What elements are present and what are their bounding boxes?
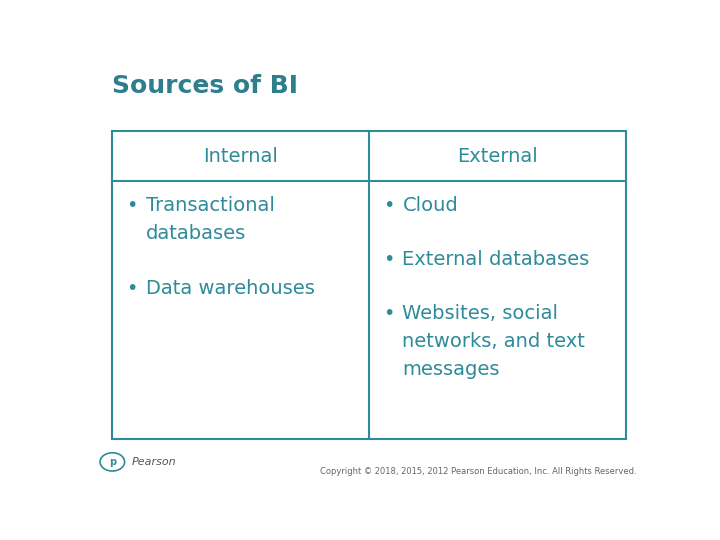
Text: External: External [457, 147, 538, 166]
Text: External databases: External databases [402, 250, 590, 269]
Text: •: • [126, 196, 138, 215]
Text: Cloud: Cloud [402, 196, 458, 215]
Text: Internal: Internal [203, 147, 278, 166]
Text: p: p [109, 457, 116, 467]
Text: •: • [383, 250, 395, 269]
Text: Data warehouses: Data warehouses [145, 279, 315, 298]
Text: •: • [383, 196, 395, 215]
Text: •: • [126, 279, 138, 298]
Text: Pearson: Pearson [132, 457, 176, 467]
Text: Websites, social
networks, and text
messages: Websites, social networks, and text mess… [402, 304, 585, 379]
Text: •: • [383, 304, 395, 323]
Text: Transactional
databases: Transactional databases [145, 196, 274, 243]
Text: Copyright © 2018, 2015, 2012 Pearson Education, Inc. All Rights Reserved.: Copyright © 2018, 2015, 2012 Pearson Edu… [320, 468, 637, 476]
Text: Sources of BI: Sources of BI [112, 74, 298, 98]
Bar [112, 131, 626, 439]
